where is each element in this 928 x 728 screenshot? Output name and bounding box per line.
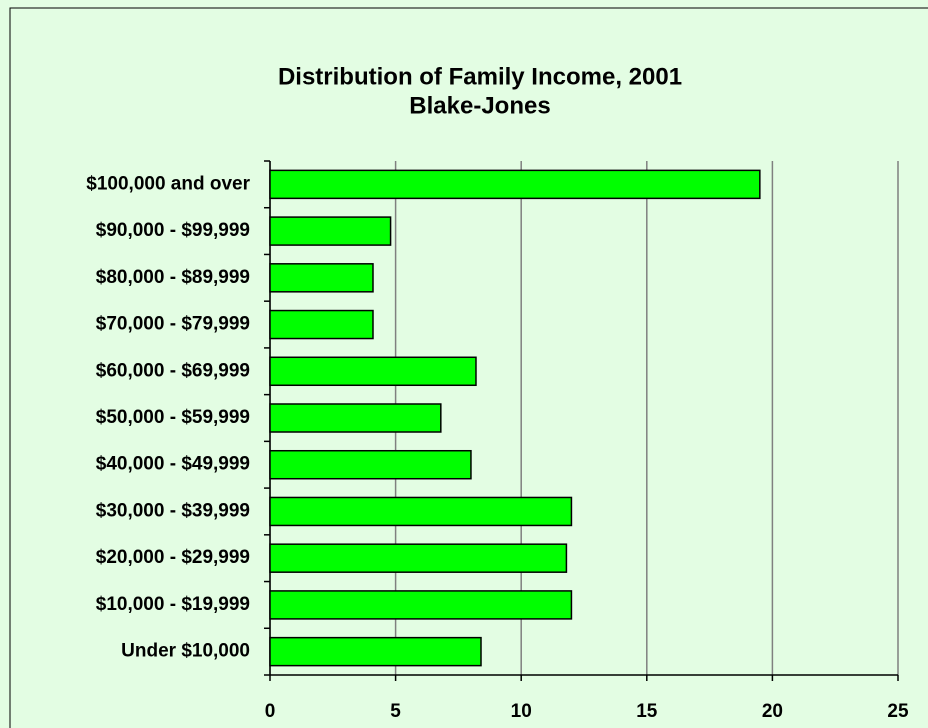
y-tick-label: $100,000 and over [86, 173, 250, 194]
bar [269, 403, 442, 433]
y-tick-label: $60,000 - $69,999 [96, 360, 250, 381]
bar [269, 496, 573, 527]
x-tick-label: 25 [887, 701, 909, 722]
bar [269, 636, 482, 667]
bar [269, 309, 374, 340]
y-tick-label: $20,000 - $29,999 [96, 547, 250, 568]
bar [269, 216, 392, 246]
bar [269, 543, 568, 573]
bar [269, 590, 573, 620]
chart-subtitle: Blake-Jones [409, 92, 550, 119]
y-tick-label: $80,000 - $89,999 [96, 267, 250, 288]
y-tick-label: $70,000 - $79,999 [96, 314, 250, 335]
bar [269, 356, 477, 387]
y-tick-label: $90,000 - $99,999 [96, 220, 250, 241]
bar [269, 449, 472, 480]
y-tick-label: $30,000 - $39,999 [96, 500, 250, 521]
y-tick-label: $10,000 - $19,999 [96, 594, 250, 615]
x-tick-label: 0 [265, 701, 276, 722]
x-tick-label: 10 [511, 701, 532, 722]
y-tick-label: $40,000 - $49,999 [96, 454, 250, 475]
chart-title: Distribution of Family Income, 2001 [278, 63, 682, 90]
x-tick-label: 15 [636, 701, 658, 722]
bar [269, 263, 374, 293]
y-tick-label: $50,000 - $59,999 [96, 407, 250, 428]
x-tick-label: 20 [762, 701, 783, 722]
y-tick-label: Under $10,000 [121, 641, 250, 662]
x-tick-label: 5 [390, 701, 401, 722]
bar [269, 169, 761, 200]
